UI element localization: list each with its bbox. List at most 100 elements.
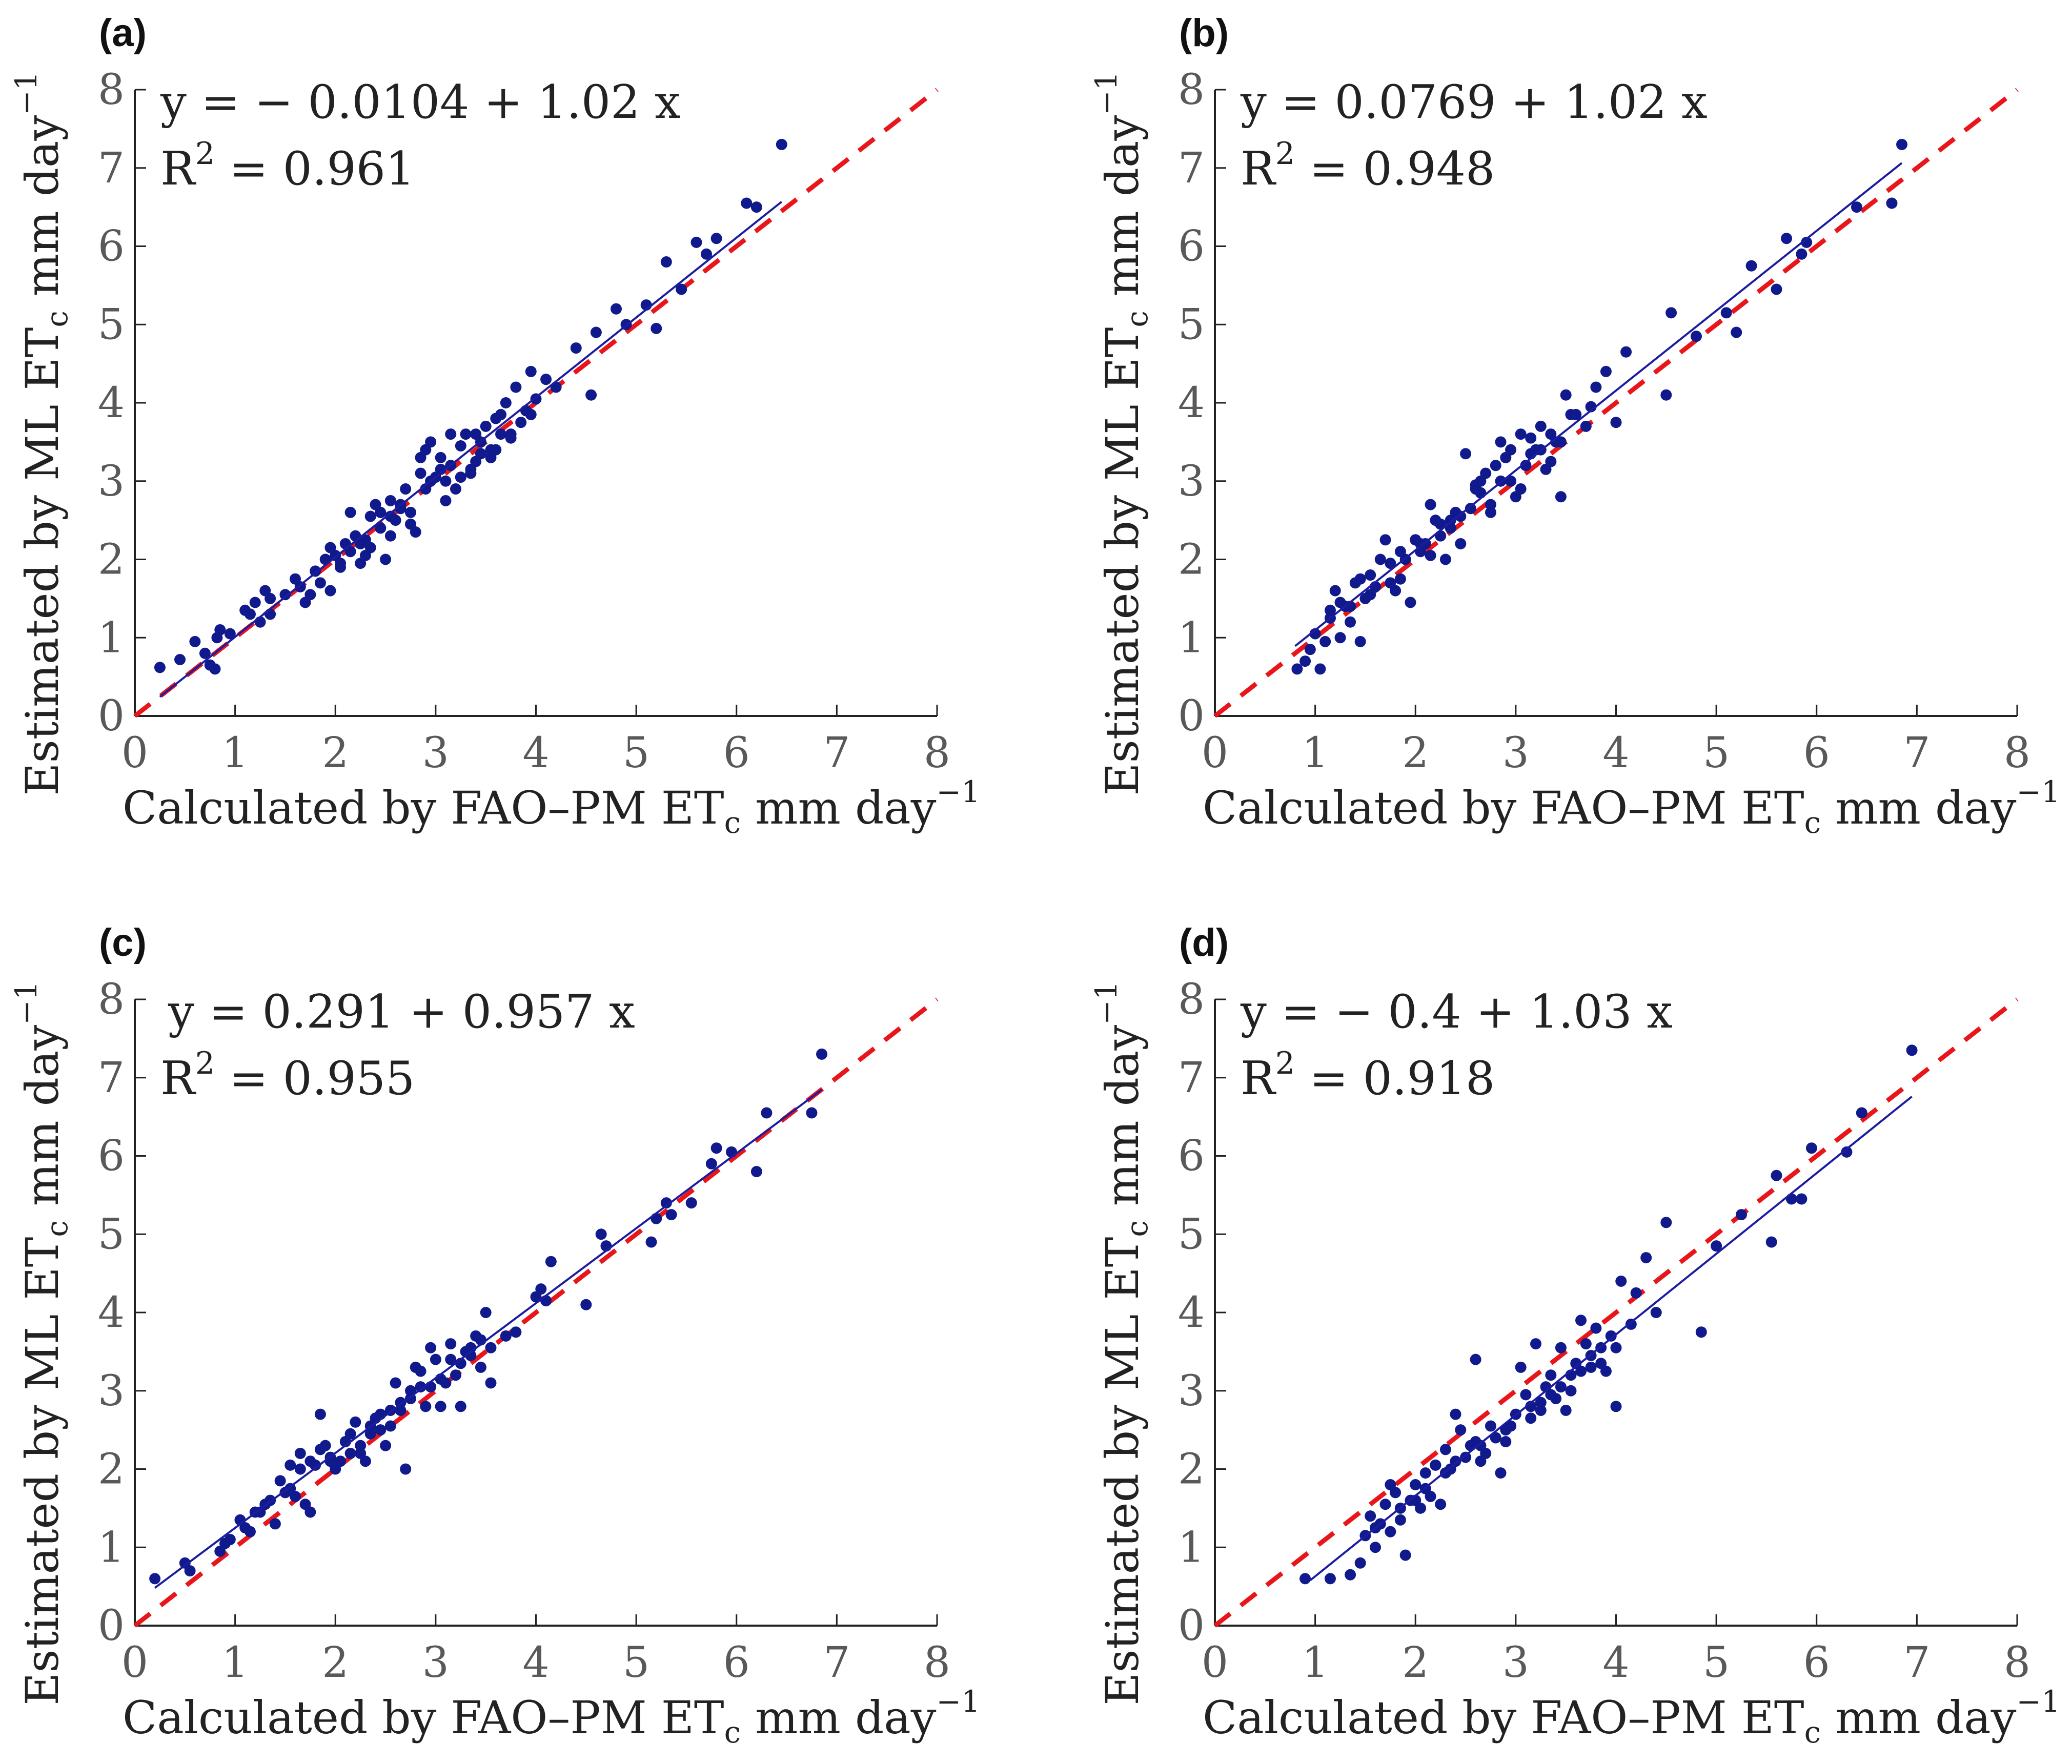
y-tick-label: 4 <box>1178 379 1205 427</box>
r-squared: R2 = 0.955 <box>160 1045 415 1105</box>
data-point <box>1555 491 1567 503</box>
y-tick-label: 1 <box>1178 1523 1205 1572</box>
y-axis-label: Estimated by ML ETc mm day−1 <box>1089 981 1154 1705</box>
data-point <box>480 420 492 432</box>
x-tick-label: 0 <box>121 729 148 777</box>
data-point <box>1691 331 1702 342</box>
data-point <box>1445 515 1456 526</box>
data-point <box>1385 1479 1396 1491</box>
data-point <box>265 592 276 604</box>
y-tick-label: 5 <box>98 1210 125 1259</box>
data-point <box>515 417 527 428</box>
y-tick-label: 2 <box>1178 1445 1205 1494</box>
y-tick-label: 8 <box>1178 66 1205 114</box>
data-point <box>1345 1569 1356 1581</box>
y-tick-label: 7 <box>1178 1054 1205 1102</box>
y-tick-label: 1 <box>1178 613 1205 662</box>
data-point <box>750 201 762 213</box>
data-point <box>480 1307 492 1318</box>
data-point <box>1856 1107 1867 1119</box>
y-tick-label: 2 <box>98 536 125 584</box>
data-point <box>690 236 702 248</box>
data-point <box>1455 510 1467 522</box>
data-point <box>1370 1542 1381 1553</box>
data-point <box>510 1326 522 1338</box>
data-point <box>1455 538 1467 549</box>
x-tick-label: 4 <box>522 729 549 777</box>
fit-equation: y = − 0.4 + 1.03 x <box>1240 985 1673 1039</box>
data-point <box>1851 201 1862 213</box>
data-point <box>1555 1342 1567 1353</box>
data-point <box>585 389 597 401</box>
data-point <box>475 448 486 460</box>
data-point <box>485 1342 497 1353</box>
x-tick-label: 8 <box>924 729 950 777</box>
x-tick-label: 0 <box>121 1638 148 1687</box>
data-point <box>1605 1330 1617 1342</box>
x-tick-label: 1 <box>222 729 249 777</box>
data-point <box>510 381 522 393</box>
data-point <box>1410 534 1421 546</box>
data-point <box>1610 1401 1622 1412</box>
data-point <box>685 1197 697 1209</box>
x-tick-label: 5 <box>1703 1638 1730 1687</box>
data-point <box>244 608 256 620</box>
r-squared: R2 = 0.918 <box>1241 1045 1495 1105</box>
data-point <box>174 654 186 666</box>
data-point <box>199 647 211 659</box>
y-axis-label: Estimated by ML ETc mm day−1 <box>9 981 74 1705</box>
data-point <box>1485 499 1496 510</box>
data-point <box>1585 1361 1597 1373</box>
data-point <box>380 1440 392 1451</box>
data-point <box>445 1353 457 1365</box>
data-point <box>355 538 367 549</box>
y-tick-label: 8 <box>98 66 125 114</box>
data-point <box>500 397 512 408</box>
data-point <box>761 1107 773 1119</box>
data-point <box>380 553 392 565</box>
x-tick-label: 7 <box>1903 1638 1930 1687</box>
data-point <box>1390 585 1401 597</box>
y-tick-label: 0 <box>98 1602 125 1650</box>
data-point <box>806 1107 818 1119</box>
data-point <box>1495 436 1507 448</box>
data-point <box>355 1440 367 1451</box>
y-tick-label: 6 <box>98 222 125 271</box>
data-point <box>209 663 221 675</box>
data-point <box>705 1158 717 1170</box>
data-point <box>254 1506 266 1518</box>
data-point <box>335 1455 347 1467</box>
data-point <box>1365 1510 1376 1522</box>
data-point <box>344 506 356 518</box>
data-point <box>1470 1353 1481 1365</box>
data-point <box>595 1228 607 1240</box>
x-tick-label: 4 <box>1602 729 1629 777</box>
data-point <box>1435 1499 1447 1510</box>
data-point <box>274 1475 286 1487</box>
data-point <box>415 1381 426 1393</box>
data-point <box>1354 1557 1366 1569</box>
data-point <box>1565 1385 1577 1397</box>
data-point <box>1334 632 1346 644</box>
data-point <box>710 233 722 244</box>
data-point <box>450 1369 461 1381</box>
data-point <box>1354 635 1366 647</box>
data-point <box>1385 1526 1396 1537</box>
y-tick-label: 6 <box>1178 222 1205 271</box>
data-point <box>1495 1467 1507 1479</box>
data-point <box>1309 628 1321 640</box>
y-tick-label: 0 <box>98 692 125 741</box>
data-point <box>710 1142 722 1154</box>
x-tick-label: 6 <box>723 1638 750 1687</box>
data-point <box>1610 417 1622 428</box>
data-point <box>1455 1424 1467 1436</box>
fit-equation: y = − 0.0104 + 1.02 x <box>160 75 681 129</box>
data-point <box>1660 389 1672 401</box>
x-tick-label: 3 <box>1502 1638 1529 1687</box>
data-point <box>1299 655 1311 667</box>
data-point <box>460 428 472 440</box>
x-tick-label: 1 <box>1302 1638 1329 1687</box>
